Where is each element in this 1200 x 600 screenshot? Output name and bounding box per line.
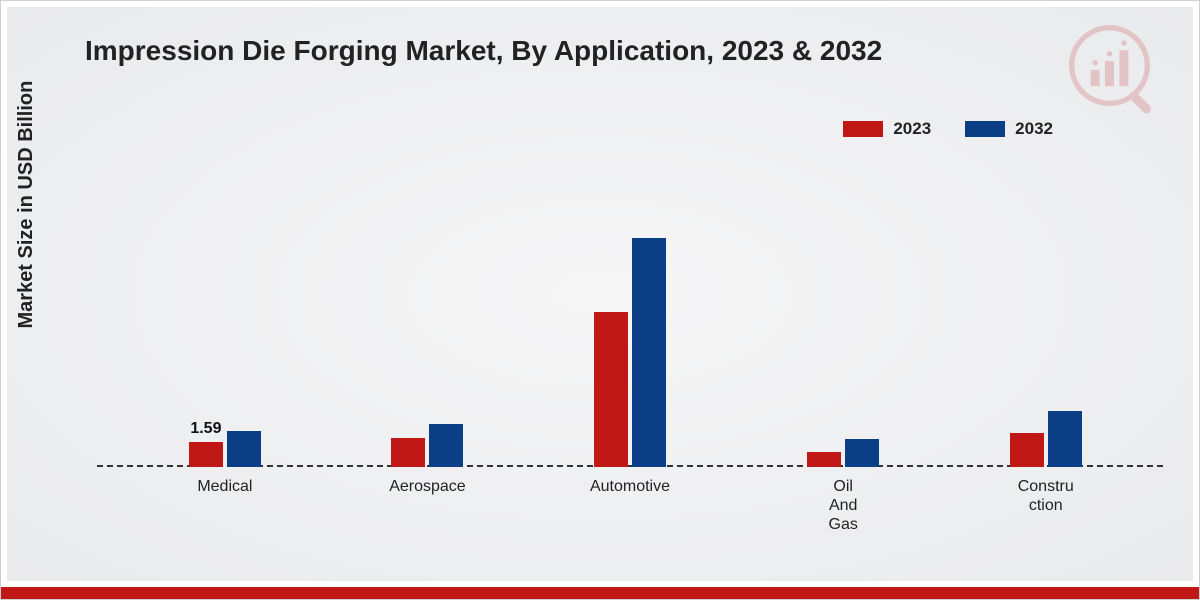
footer-bar (1, 587, 1199, 599)
plot-area: Medical1.59 Aerospace Automotive OilAndGas C… (97, 157, 1163, 467)
x-tick-label: Automotive (570, 467, 690, 496)
chart-canvas: Impression Die Forging Market, By Applic… (7, 7, 1193, 581)
watermark-logo (1069, 25, 1159, 115)
x-tick-label: OilAndGas (783, 467, 903, 535)
bar-group: Construction (986, 411, 1106, 467)
bar (845, 439, 879, 467)
chart-card: Impression Die Forging Market, By Applic… (0, 0, 1200, 600)
bar (594, 312, 628, 467)
bar-chart-magnifier-icon (1069, 25, 1159, 115)
data-value-label: 1.59 (190, 420, 221, 438)
bar (1010, 433, 1044, 467)
bar-group: Automotive (570, 238, 690, 467)
legend-swatch-2023 (843, 121, 883, 137)
legend: 2023 2032 (843, 119, 1053, 139)
bar (227, 431, 261, 467)
legend-item-2032: 2032 (965, 119, 1053, 139)
legend-swatch-2032 (965, 121, 1005, 137)
bar (391, 438, 425, 467)
legend-item-2023: 2023 (843, 119, 931, 139)
y-axis-label: Market Size in USD Billion (15, 81, 38, 329)
bar (632, 238, 666, 467)
bar (807, 452, 841, 468)
bar (429, 424, 463, 467)
bar-group: OilAndGas (783, 439, 903, 467)
bar-group: Medical1.59 (165, 431, 285, 467)
bar (1048, 411, 1082, 467)
x-tick-label: Aerospace (367, 467, 487, 496)
legend-label-2032: 2032 (1015, 119, 1053, 139)
bar (189, 442, 223, 467)
chart-title: Impression Die Forging Market, By Applic… (85, 35, 882, 67)
bar-group: Aerospace (367, 424, 487, 467)
legend-label-2023: 2023 (893, 119, 931, 139)
x-tick-label: Construction (986, 467, 1106, 515)
x-tick-label: Medical (165, 467, 285, 496)
